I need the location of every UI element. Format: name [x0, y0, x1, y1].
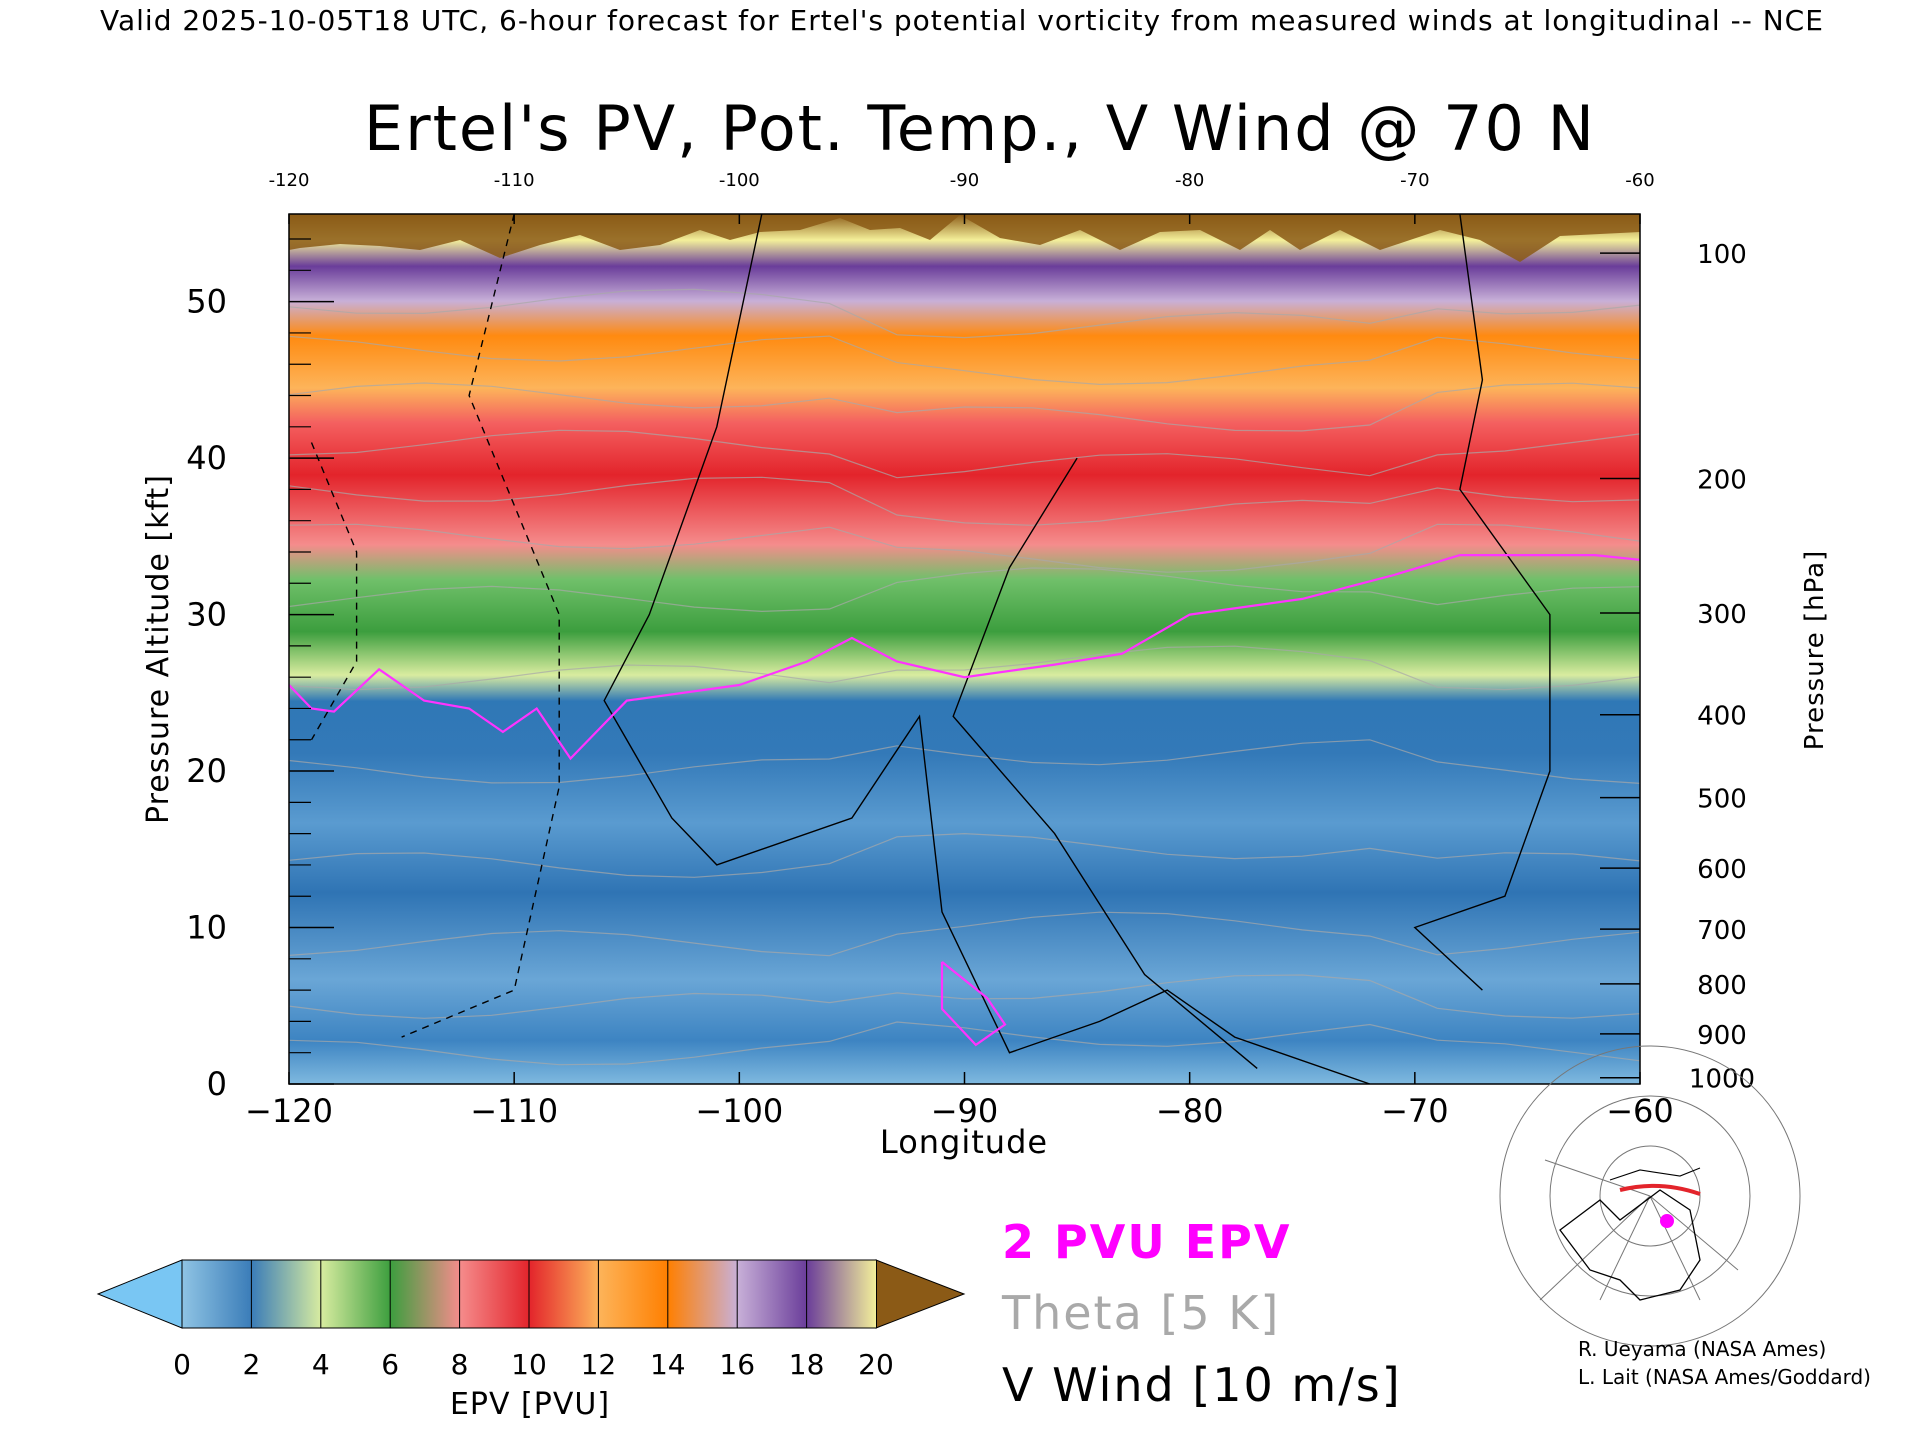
- top-tick-label: -110: [494, 170, 535, 191]
- y-tick-label: 30: [186, 596, 227, 634]
- colorbar-tick-label: 2: [242, 1348, 260, 1381]
- x-tick-label: −60: [1606, 1092, 1674, 1130]
- colorbar-segment: [250, 1259, 322, 1329]
- colorbar-tick-label: 0: [173, 1348, 191, 1381]
- theta-contour: [289, 335, 1640, 386]
- colorbar: [181, 1259, 877, 1329]
- location-marker: [1660, 1214, 1674, 1228]
- y-tick-label: 50: [186, 283, 227, 321]
- colorbar-segment: [528, 1259, 600, 1329]
- colorbar-tick-label: 6: [381, 1348, 399, 1381]
- pressure-tick-label: 600: [1697, 855, 1747, 885]
- theta-contour: [289, 911, 1640, 957]
- colorbar-tick-label: 20: [858, 1348, 894, 1381]
- colorbar-tick-labels: 0 2 4 6 8 10 12 14 16 18 20: [173, 1348, 894, 1381]
- theta-contour: [289, 1021, 1640, 1066]
- colorbar-over-arrow: [875, 1259, 966, 1329]
- colorbar-segment: [181, 1259, 253, 1329]
- inset-map: [1499, 1045, 1801, 1347]
- theta-contour: [289, 429, 1640, 479]
- stratosphere-cap: [289, 214, 1640, 262]
- x-axis-label: Longitude: [880, 1123, 1048, 1161]
- credit-2: L. Lait (NASA Ames/Goddard): [1578, 1365, 1871, 1389]
- colorbar-tick-label: 10: [511, 1348, 547, 1381]
- wind-contour: [603, 214, 1371, 1084]
- pressure-tick-label: 500: [1697, 785, 1747, 815]
- top-tick-label: -90: [950, 170, 979, 191]
- theta-contour: [289, 567, 1640, 613]
- top-axis: -120 -110 -100 -90 -80 -70 -60: [269, 170, 1655, 224]
- y2-axis-label: Pressure [hPa]: [1800, 550, 1830, 751]
- y-tick-label: 10: [186, 909, 227, 947]
- y-minor-ticks: [289, 238, 311, 1054]
- pv-2pvu-contour: [289, 554, 1640, 761]
- x-axis: −120 −110 −100 −90 −80 −70 −60: [245, 1072, 1674, 1130]
- top-tick-label: -70: [1400, 170, 1429, 191]
- x-tick-label: −70: [1381, 1092, 1449, 1130]
- top-tick-label: -100: [719, 170, 760, 191]
- pressure-tick-label: 800: [1697, 971, 1747, 1001]
- theta-contour: [289, 739, 1640, 784]
- pressure-tick-label: 400: [1697, 702, 1747, 732]
- x-tick-label: −90: [931, 1092, 999, 1130]
- pv-field: [289, 214, 1640, 1084]
- v-wind-contours: [310, 214, 1551, 1084]
- pressure-tick-label: 700: [1697, 916, 1747, 946]
- colorbar-segment: [806, 1259, 877, 1329]
- wind-contour: [952, 457, 1258, 1069]
- colorbar-segment: [736, 1259, 808, 1329]
- y-tick-label: 0: [207, 1065, 227, 1103]
- x-tick-label: −110: [470, 1092, 558, 1130]
- top-tick-label: -120: [269, 170, 310, 191]
- theta-contour: [289, 288, 1640, 339]
- theta-contour: [289, 476, 1640, 526]
- x-tick-label: −100: [695, 1092, 783, 1130]
- colorbar-label: EPV [PVU]: [450, 1387, 610, 1422]
- colorbar-segment: [459, 1259, 531, 1329]
- theta-contour: [289, 645, 1640, 691]
- theta-contour: [289, 382, 1640, 432]
- colorbar-under-arrow: [96, 1259, 183, 1329]
- theta-contour: [289, 974, 1640, 1019]
- y-tick-label: 40: [186, 439, 227, 477]
- credits: R. Ueyama (NASA Ames) L. Lait (NASA Ames…: [1578, 1335, 1871, 1391]
- chart-title: Ertel's PV, Pot. Temp., V Wind @ 70 N: [363, 92, 1597, 165]
- colorbar-tick-label: 16: [719, 1348, 755, 1381]
- top-tick-label: -80: [1175, 170, 1204, 191]
- legend-theta: Theta [5 K]: [1002, 1286, 1281, 1340]
- theta-contours: [289, 288, 1640, 1066]
- y-axis: 0 10 20 30 40 50: [186, 283, 334, 1103]
- credit-1: R. Ueyama (NASA Ames): [1578, 1337, 1827, 1361]
- pv-2pvu-contour-low: [940, 961, 1007, 1047]
- pressure-tick-label: 900: [1697, 1021, 1747, 1051]
- colorbar-segment: [389, 1259, 461, 1329]
- y-tick-label: 20: [186, 752, 227, 790]
- wind-contour: [1413, 214, 1551, 991]
- legend-wind: V Wind [10 m/s]: [1002, 1358, 1402, 1412]
- theta-contour: [289, 832, 1640, 878]
- colorbar-segment: [667, 1259, 739, 1329]
- wind-contour: [310, 442, 358, 741]
- colorbar-tick-label: 14: [650, 1348, 686, 1381]
- y-axis-label: Pressure Altitude [kft]: [141, 474, 176, 824]
- colorbar-tick-label: 8: [451, 1348, 469, 1381]
- colorbar-segment: [597, 1259, 669, 1329]
- top-tick-label: -60: [1625, 170, 1654, 191]
- wind-contour: [401, 214, 560, 1038]
- x-tick-label: −120: [245, 1092, 333, 1130]
- forecast-header: Valid 2025-10-05T18 UTC, 6-hour forecast…: [100, 4, 1824, 37]
- pressure-tick-label: 300: [1697, 600, 1747, 630]
- pressure-tick-label: 200: [1697, 465, 1747, 495]
- legend-pv: 2 PVU EPV: [1002, 1215, 1292, 1269]
- colorbar-tick-label: 18: [789, 1348, 825, 1381]
- theta-contour: [289, 523, 1640, 573]
- colorbar-tick-label: 4: [312, 1348, 330, 1381]
- colorbar-segment: [320, 1259, 392, 1329]
- colorbar-tick-label: 12: [581, 1348, 617, 1381]
- pressure-tick-label: 100: [1697, 240, 1747, 270]
- x-tick-label: −80: [1156, 1092, 1224, 1130]
